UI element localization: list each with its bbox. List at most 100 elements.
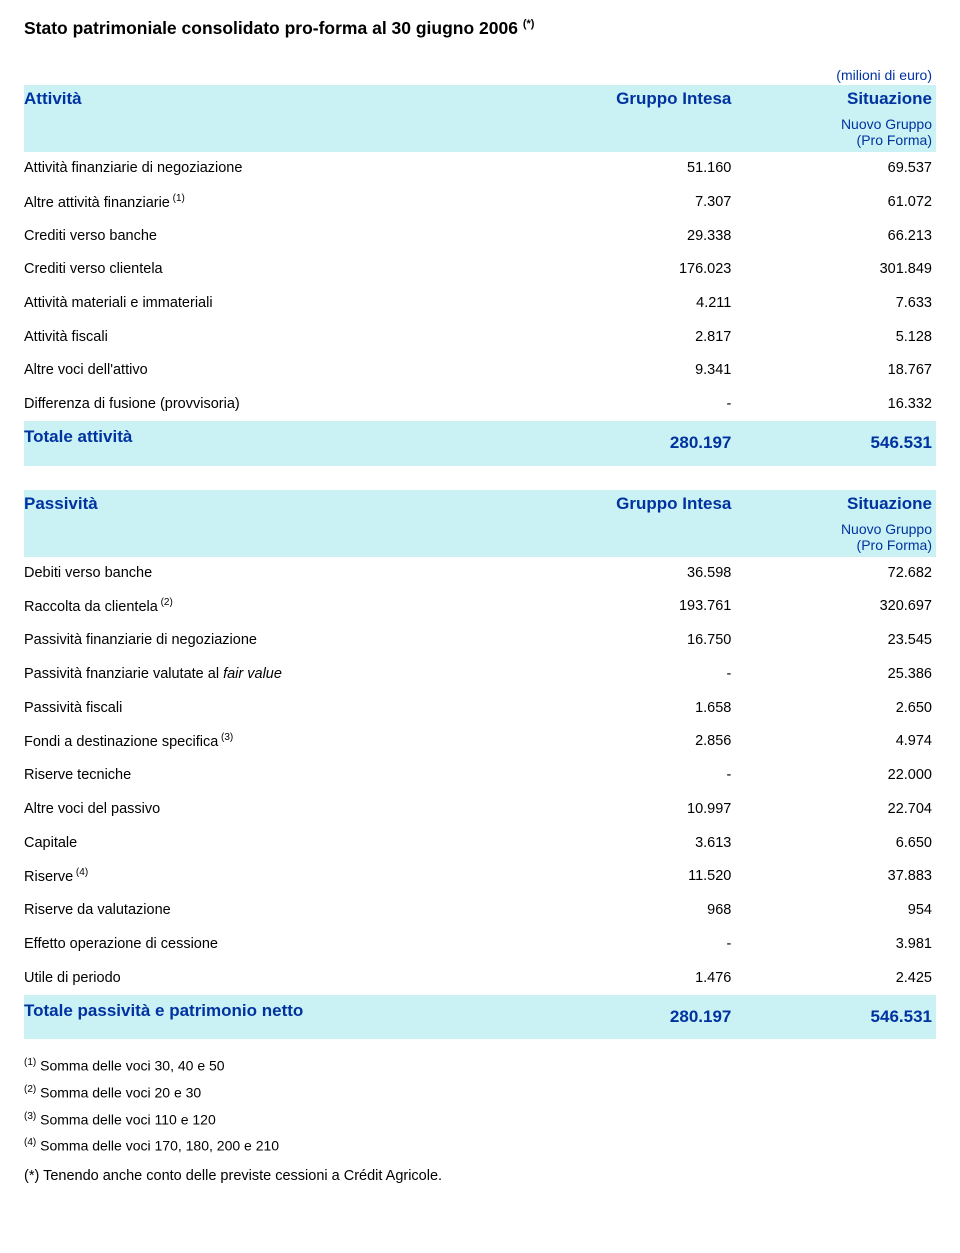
- table-row: Altre voci dell'attivo9.34118.767: [24, 354, 936, 388]
- row-label: Attività finanziarie di negoziazione: [24, 152, 526, 186]
- row-label: Passività fnanziarie valutate al fair va…: [24, 658, 526, 692]
- row-label: Riserve (4): [24, 860, 526, 894]
- attivita-total-v2: 546.531: [735, 421, 936, 465]
- row-value-gruppo: 1.476: [526, 962, 736, 996]
- footnote: (4) Somma delle voci 170, 180, 200 e 210: [24, 1137, 936, 1154]
- row-value-situazione: 22.000: [735, 759, 936, 793]
- row-value-gruppo: -: [526, 658, 736, 692]
- row-label: Crediti verso banche: [24, 220, 526, 254]
- row-value-situazione: 2.425: [735, 962, 936, 996]
- row-value-gruppo: 4.211: [526, 287, 736, 321]
- row-label: Altre voci del passivo: [24, 793, 526, 827]
- row-label: Altre voci dell'attivo: [24, 354, 526, 388]
- row-value-situazione: 25.386: [735, 658, 936, 692]
- attivita-header-row: Attività Gruppo Intesa Situazione: [24, 85, 936, 113]
- row-value-situazione: 23.545: [735, 624, 936, 658]
- attivita-total-v1: 280.197: [526, 421, 736, 465]
- attivita-total-row: Totale attività 280.197 546.531: [24, 421, 936, 465]
- row-value-gruppo: 11.520: [526, 860, 736, 894]
- passivita-total-v1: 280.197: [526, 995, 736, 1039]
- table-row: Passività fnanziarie valutate al fair va…: [24, 658, 936, 692]
- footnote: (1) Somma delle voci 30, 40 e 50: [24, 1057, 936, 1074]
- row-value-situazione: 4.974: [735, 725, 936, 759]
- row-value-gruppo: 29.338: [526, 220, 736, 254]
- row-value-gruppo: 10.997: [526, 793, 736, 827]
- row-value-situazione: 69.537: [735, 152, 936, 186]
- column-sub: Nuovo Gruppo(Pro Forma): [735, 113, 936, 152]
- row-value-situazione: 7.633: [735, 287, 936, 321]
- passivita-subheader-row: Nuovo Gruppo(Pro Forma): [24, 518, 936, 557]
- row-label: Attività materiali e immateriali: [24, 287, 526, 321]
- row-label: Crediti verso clientela: [24, 253, 526, 287]
- row-value-gruppo: 2.817: [526, 321, 736, 355]
- row-value-situazione: 37.883: [735, 860, 936, 894]
- table-row: Crediti verso clientela176.023301.849: [24, 253, 936, 287]
- table-row: Attività materiali e immateriali4.2117.6…: [24, 287, 936, 321]
- table-row: Fondi a destinazione specifica (3)2.8564…: [24, 725, 936, 759]
- passivita-total-v2: 546.531: [735, 995, 936, 1039]
- passivita-total-row: Totale passività e patrimonio netto 280.…: [24, 995, 936, 1039]
- row-label: Passività finanziarie di negoziazione: [24, 624, 526, 658]
- row-value-situazione: 16.332: [735, 388, 936, 422]
- row-label: Riserve tecniche: [24, 759, 526, 793]
- row-label: Altre attività finanziarie (1): [24, 186, 526, 220]
- row-value-situazione: 61.072: [735, 186, 936, 220]
- title-text: Stato patrimoniale consolidato pro-forma…: [24, 18, 518, 38]
- page-title: Stato patrimoniale consolidato pro-forma…: [24, 18, 936, 39]
- column-gruppo-intesa: Gruppo Intesa: [526, 85, 736, 113]
- row-value-situazione: 301.849: [735, 253, 936, 287]
- row-label: Differenza di fusione (provvisoria): [24, 388, 526, 422]
- row-label: Attività fiscali: [24, 321, 526, 355]
- attivita-table: Attività Gruppo Intesa Situazione Nuovo …: [24, 85, 936, 466]
- table-row: Differenza di fusione (provvisoria)-16.3…: [24, 388, 936, 422]
- row-value-gruppo: 36.598: [526, 557, 736, 591]
- table-row: Altre attività finanziarie (1)7.30761.07…: [24, 186, 936, 220]
- footnote: (2) Somma delle voci 20 e 30: [24, 1084, 936, 1101]
- row-value-gruppo: 3.613: [526, 827, 736, 861]
- table-row: Utile di periodo1.4762.425: [24, 962, 936, 996]
- passivita-table: Passività Gruppo Intesa Situazione Nuovo…: [24, 490, 936, 1040]
- unit-label: (milioni di euro): [24, 67, 936, 83]
- table-row: Altre voci del passivo10.99722.704: [24, 793, 936, 827]
- table-row: Debiti verso banche36.59872.682: [24, 557, 936, 591]
- row-label: Raccolta da clientela (2): [24, 590, 526, 624]
- row-label: Fondi a destinazione specifica (3): [24, 725, 526, 759]
- table-row: Passività finanziarie di negoziazione16.…: [24, 624, 936, 658]
- row-value-situazione: 5.128: [735, 321, 936, 355]
- table-row: Raccolta da clientela (2)193.761320.697: [24, 590, 936, 624]
- row-value-gruppo: -: [526, 759, 736, 793]
- table-row: Effetto operazione di cessione-3.981: [24, 928, 936, 962]
- passivita-header: Passività: [24, 490, 526, 518]
- bottom-note: (*) Tenendo anche conto delle previste c…: [24, 1168, 936, 1184]
- row-label: Debiti verso banche: [24, 557, 526, 591]
- table-row: Attività finanziarie di negoziazione51.1…: [24, 152, 936, 186]
- row-value-situazione: 6.650: [735, 827, 936, 861]
- table-row: Riserve da valutazione968954: [24, 894, 936, 928]
- row-value-gruppo: -: [526, 388, 736, 422]
- attivita-total-label: Totale attività: [24, 421, 526, 465]
- table-row: Riserve (4)11.52037.883: [24, 860, 936, 894]
- row-value-gruppo: 9.341: [526, 354, 736, 388]
- row-value-gruppo: 16.750: [526, 624, 736, 658]
- row-value-situazione: 72.682: [735, 557, 936, 591]
- row-value-situazione: 22.704: [735, 793, 936, 827]
- row-value-gruppo: 176.023: [526, 253, 736, 287]
- row-value-gruppo: 7.307: [526, 186, 736, 220]
- row-label: Utile di periodo: [24, 962, 526, 996]
- row-value-situazione: 18.767: [735, 354, 936, 388]
- table-row: Capitale3.6136.650: [24, 827, 936, 861]
- row-value-gruppo: 968: [526, 894, 736, 928]
- row-label: Passività fiscali: [24, 692, 526, 726]
- table-row: Attività fiscali2.8175.128: [24, 321, 936, 355]
- attivita-subheader-row: Nuovo Gruppo(Pro Forma): [24, 113, 936, 152]
- row-value-gruppo: 51.160: [526, 152, 736, 186]
- row-value-gruppo: 2.856: [526, 725, 736, 759]
- row-value-gruppo: 193.761: [526, 590, 736, 624]
- attivita-header: Attività: [24, 85, 526, 113]
- footnotes: (1) Somma delle voci 30, 40 e 50 (2) Somm…: [24, 1057, 936, 1154]
- footnote: (3) Somma delle voci 110 e 120: [24, 1111, 936, 1128]
- column-situazione: Situazione: [735, 85, 936, 113]
- row-value-situazione: 954: [735, 894, 936, 928]
- row-label: Effetto operazione di cessione: [24, 928, 526, 962]
- row-value-gruppo: -: [526, 928, 736, 962]
